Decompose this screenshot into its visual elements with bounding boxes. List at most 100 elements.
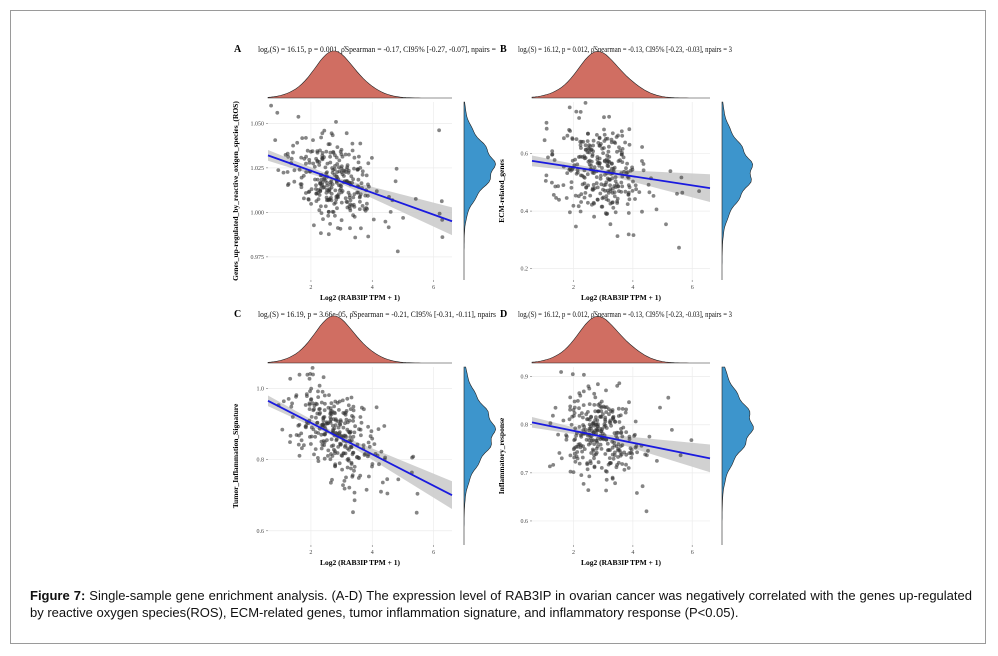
data-point [626,193,631,197]
data-point [329,452,333,456]
data-point [440,235,445,240]
data-point [620,443,625,447]
x-axis-title: Log2 (RAB3IP TPM + 1) [320,293,400,302]
x-axis-title: Log2 (RAB3IP TPM + 1) [581,293,661,302]
data-point [609,137,614,142]
data-point [579,139,584,144]
data-point [544,120,549,125]
data-point [570,414,575,419]
data-point [288,376,293,381]
data-point [324,190,329,195]
figure-frame [10,10,986,644]
data-point [624,430,629,434]
data-point [319,211,324,216]
data-point [301,173,306,178]
data-point [329,401,334,406]
data-point [605,163,610,168]
data-point [348,407,353,411]
data-point [352,464,357,469]
data-point [332,172,337,177]
data-point [612,194,617,199]
data-point [379,489,383,494]
data-point [345,167,349,172]
data-point [299,155,304,160]
data-point [675,191,679,196]
data-point [580,411,584,415]
data-point [326,448,331,453]
y-tick-label: 0.4 [521,209,529,215]
data-point [335,451,340,455]
data-point [592,442,597,446]
data-point [374,405,379,410]
data-point [312,223,316,228]
data-point [616,406,621,411]
data-point [615,234,620,239]
x-tick-label: 6 [691,285,694,291]
data-point [342,486,347,491]
panel-letter: C [234,309,241,320]
data-point [627,400,631,405]
data-point [579,200,583,204]
data-point [332,447,336,452]
data-point [571,447,576,452]
data-point [328,150,333,155]
data-point [327,188,332,193]
data-point [617,420,622,424]
data-point [351,202,356,207]
data-point [573,459,578,464]
data-point [351,408,356,413]
data-point [349,395,354,400]
data-point [359,226,363,231]
data-point [360,204,365,208]
data-point [345,163,350,167]
y-tick-label: 1.050 [251,121,265,127]
data-point [323,401,327,406]
data-point [288,440,292,444]
data-point [309,442,313,446]
data-point [383,455,387,460]
data-point [606,149,611,154]
x-tick-label: 4 [631,550,634,556]
data-point [567,105,572,110]
data-point [320,422,325,427]
data-point [339,218,344,223]
data-point [635,491,639,495]
y-tick-label: 0.2 [521,267,529,273]
data-point [339,442,343,446]
data-point [414,510,419,515]
data-point [569,422,574,427]
data-point [309,415,314,419]
data-point [600,196,605,201]
data-point [581,482,586,486]
data-point [331,168,335,172]
data-point [315,158,320,163]
data-point [332,202,337,206]
data-point [312,452,316,457]
data-point [320,151,325,155]
data-point [571,470,576,474]
data-point [285,170,290,174]
data-point [347,448,351,452]
x-tick-label: 2 [572,285,575,291]
data-point [385,491,390,496]
x-tick-label: 2 [309,550,312,556]
data-point [324,149,329,154]
data-point [357,154,361,159]
data-point [610,408,615,412]
data-point [343,196,348,201]
y-tick-label: 1.025 [251,166,265,172]
data-point [576,204,581,209]
data-point [616,460,621,465]
data-point [386,225,391,230]
data-point [368,434,373,439]
data-point [596,403,601,407]
data-point [603,173,607,177]
data-point [579,192,584,197]
data-point [331,150,336,155]
data-point [570,158,575,163]
data-point [337,158,342,163]
data-point [627,142,632,147]
data-point [359,420,364,425]
data-point [664,222,668,227]
right-density-curve [721,366,754,545]
